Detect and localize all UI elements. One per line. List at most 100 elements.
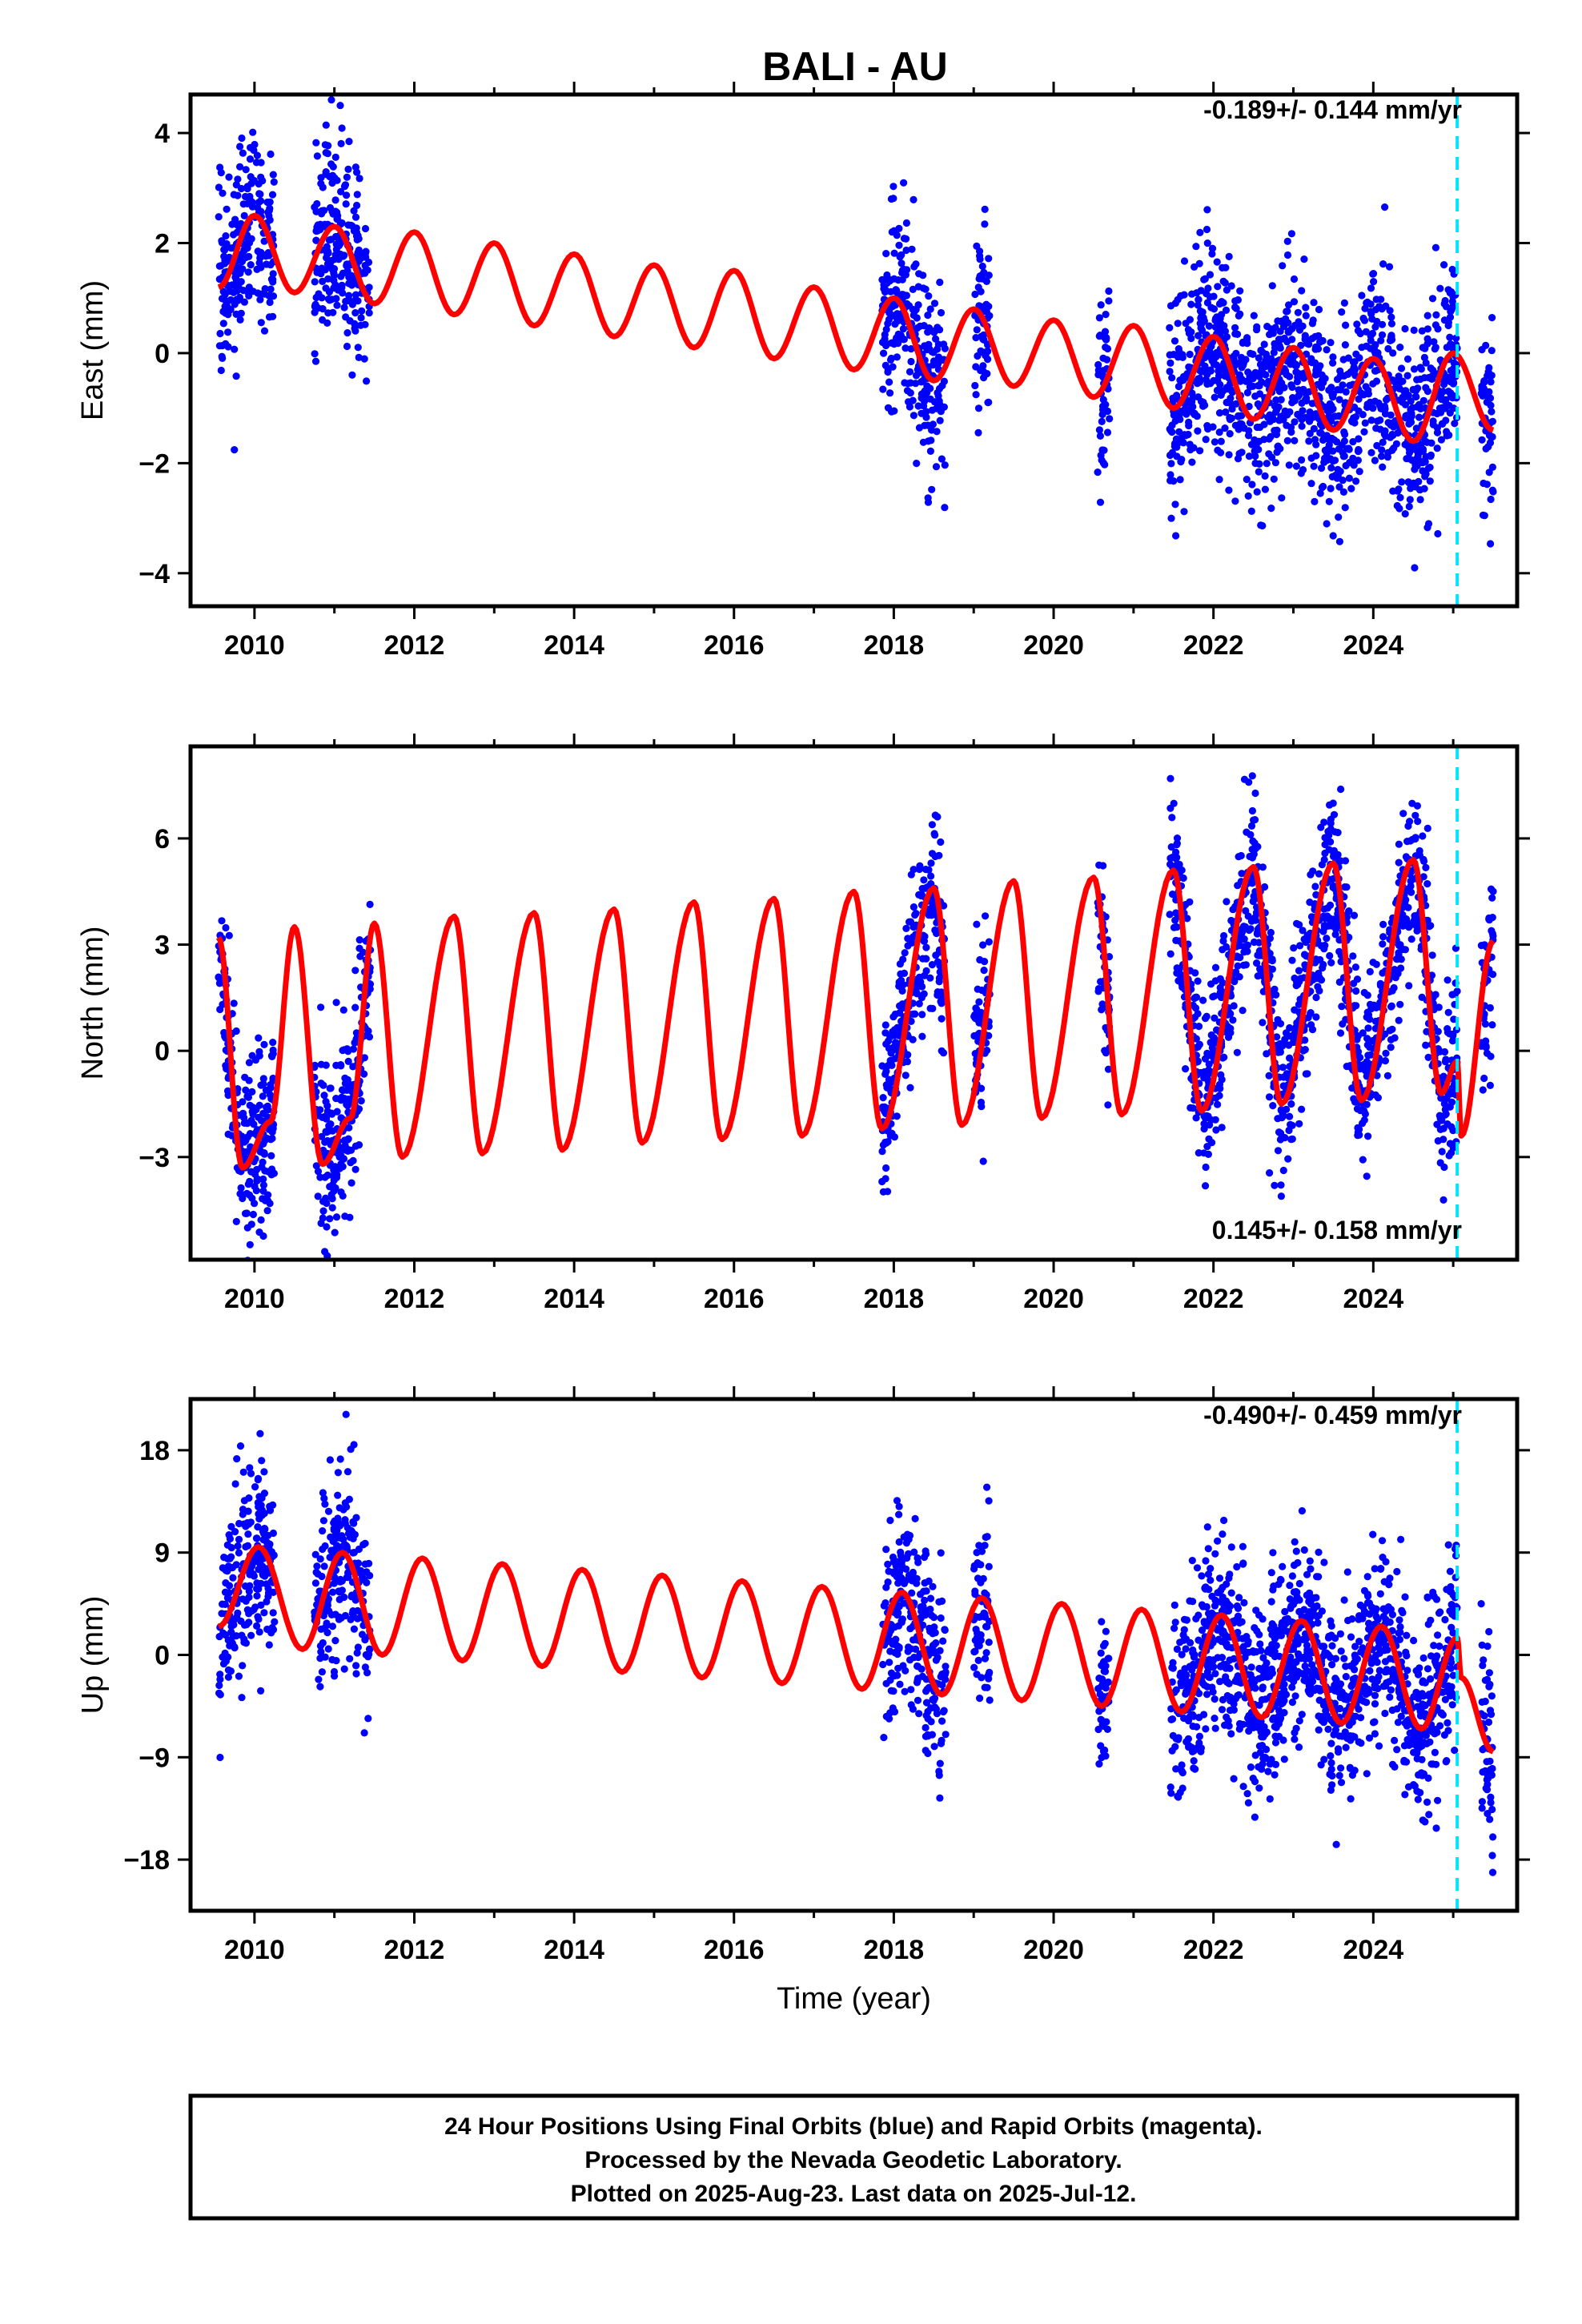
data-point	[1216, 1084, 1224, 1092]
data-point	[1316, 489, 1324, 497]
data-point	[1320, 454, 1329, 463]
data-point	[909, 285, 917, 293]
data-point	[1445, 1030, 1453, 1038]
data-point	[889, 302, 897, 311]
data-point	[1251, 392, 1259, 400]
data-point	[354, 1643, 362, 1651]
data-point	[1407, 397, 1415, 405]
data-point	[260, 1040, 268, 1048]
data-point	[331, 1184, 339, 1192]
data-point	[1196, 447, 1204, 455]
data-point	[269, 171, 277, 179]
data-point	[933, 428, 941, 436]
data-point	[1299, 407, 1307, 415]
data-point	[242, 166, 250, 174]
data-point	[269, 1529, 277, 1538]
data-point	[1287, 230, 1295, 238]
data-point	[1106, 415, 1114, 423]
data-point	[920, 876, 928, 884]
data-point	[323, 1601, 331, 1610]
data-point	[365, 1559, 373, 1567]
data-point	[1196, 307, 1204, 315]
data-point	[263, 1104, 271, 1112]
data-point	[316, 1106, 324, 1114]
data-point	[352, 1662, 360, 1670]
data-point	[985, 398, 993, 406]
data-point	[216, 329, 224, 338]
data-point	[1195, 332, 1203, 340]
y-tick-label: −2	[139, 448, 170, 479]
data-point	[1180, 508, 1188, 516]
data-point	[265, 313, 274, 321]
data-point	[1222, 263, 1230, 271]
data-point	[937, 308, 946, 317]
data-point	[1446, 1140, 1454, 1148]
data-point	[1383, 396, 1391, 404]
data-point	[259, 1195, 267, 1203]
data-point	[905, 398, 913, 406]
data-point	[1219, 277, 1227, 285]
data-point	[1433, 1120, 1441, 1128]
data-point	[1409, 385, 1417, 394]
data-point	[897, 259, 905, 267]
data-point	[1478, 436, 1486, 444]
data-point	[230, 288, 238, 296]
data-point	[1248, 806, 1256, 815]
x-tick-label: 2024	[1343, 630, 1404, 661]
data-point	[1203, 1049, 1211, 1057]
data-point	[1262, 350, 1271, 358]
data-point	[1204, 425, 1212, 433]
data-point	[1387, 1035, 1395, 1043]
data-point	[238, 1694, 246, 1702]
data-point	[890, 1707, 899, 1716]
data-point	[1379, 933, 1387, 941]
data-point	[1232, 304, 1240, 312]
data-point	[1379, 940, 1387, 948]
data-point	[1267, 928, 1275, 937]
data-point	[882, 1712, 890, 1720]
data-point	[980, 268, 988, 276]
data-point	[343, 1076, 351, 1084]
data-point	[248, 1088, 256, 1096]
data-point	[1401, 324, 1409, 333]
data-point	[216, 1753, 224, 1762]
data-point	[1331, 853, 1339, 861]
data-point	[1287, 1136, 1295, 1144]
data-point	[1484, 392, 1492, 400]
data-point	[1423, 824, 1431, 832]
data-point	[1238, 364, 1246, 372]
data-point	[1238, 376, 1246, 384]
data-point	[271, 1618, 279, 1626]
data-point	[360, 1070, 368, 1078]
data-point	[1403, 885, 1411, 893]
data-point	[1335, 537, 1343, 545]
x-tick-label: 2014	[544, 630, 604, 661]
x-tick-label: 2022	[1183, 1284, 1244, 1314]
data-point	[1399, 810, 1407, 818]
data-point	[1285, 1126, 1293, 1135]
data-point	[1216, 983, 1224, 991]
data-point	[349, 1063, 357, 1071]
data-point	[1340, 437, 1348, 445]
data-point	[1329, 353, 1337, 361]
data-point	[225, 931, 233, 939]
data-point	[1255, 372, 1263, 380]
data-point	[1419, 458, 1427, 466]
data-point	[255, 259, 263, 267]
data-point	[1274, 443, 1282, 451]
data-point	[972, 391, 980, 399]
data-point	[312, 236, 320, 244]
data-point	[243, 1621, 251, 1629]
data-point	[259, 1140, 267, 1148]
data-point	[1223, 898, 1231, 906]
data-point	[253, 1534, 261, 1542]
data-point	[886, 356, 895, 364]
data-point	[344, 1146, 352, 1154]
data-point	[1101, 1047, 1109, 1055]
data-point	[936, 278, 944, 287]
data-point	[1231, 497, 1239, 505]
data-point	[1480, 384, 1488, 393]
data-point	[930, 1743, 938, 1751]
data-point	[247, 173, 255, 181]
data-point	[1310, 462, 1318, 470]
